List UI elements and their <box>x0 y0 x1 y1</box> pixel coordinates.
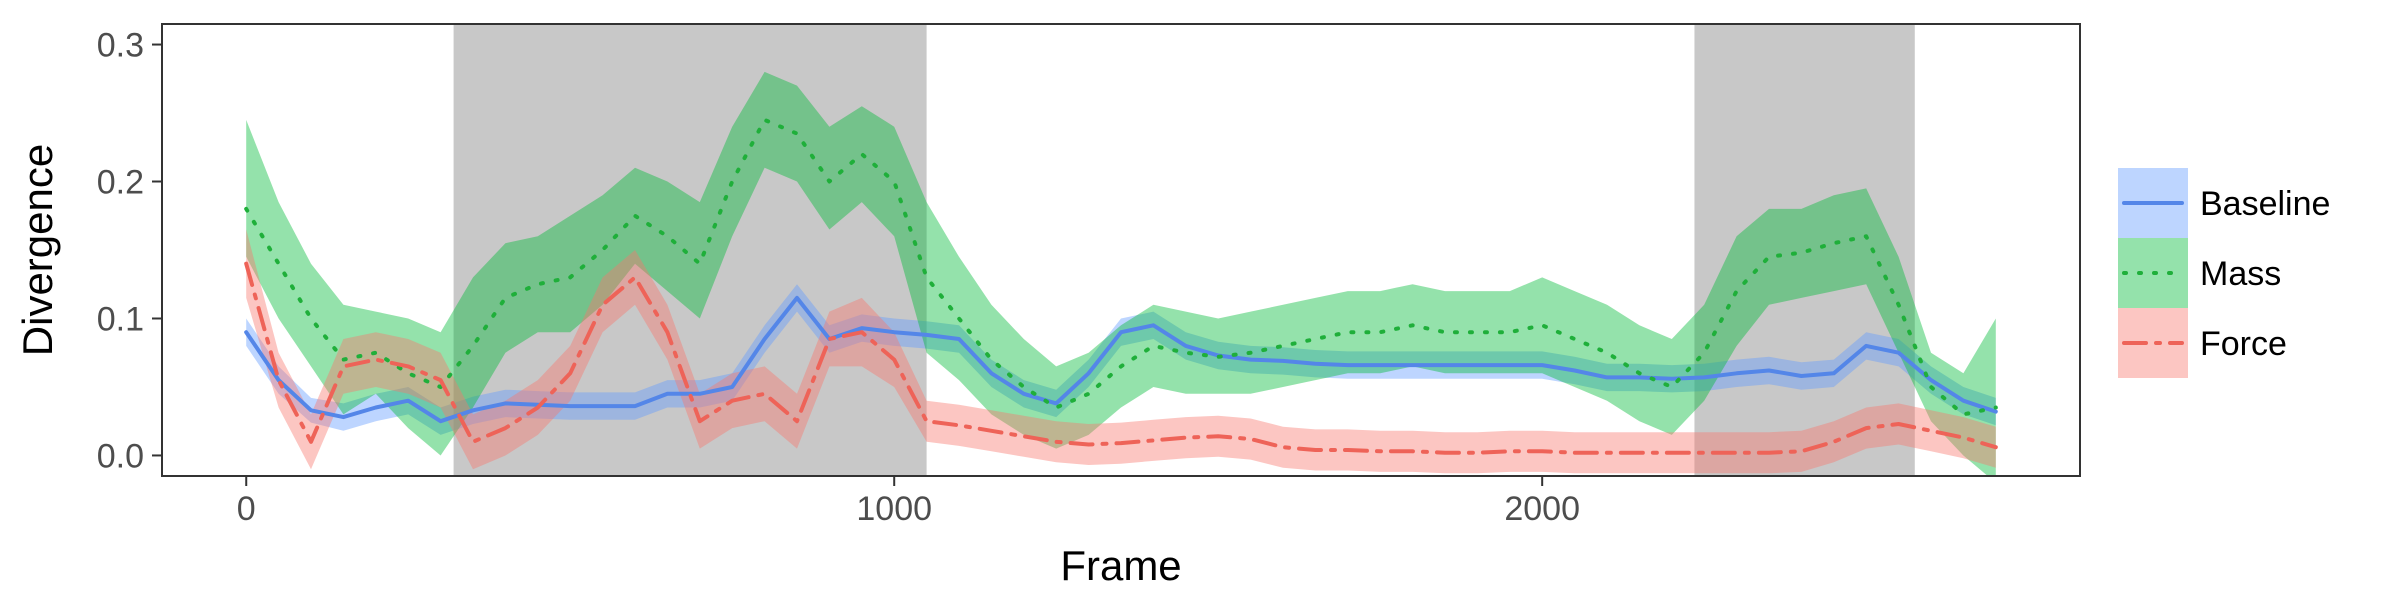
mass-confidence-band <box>246 71 1996 476</box>
force-confidence-band <box>246 229 1996 474</box>
legend-item-mass: Mass <box>2118 238 2281 308</box>
x-tick-label: 0 <box>237 490 256 528</box>
shaded-regions <box>453 24 1915 476</box>
x-axis: 0 1000 2000 <box>237 476 1580 528</box>
y-tick-label: 0.0 <box>97 437 144 475</box>
y-axis: 0.0 0.1 0.2 0.3 <box>97 27 162 475</box>
baseline-confidence-band <box>246 284 1996 435</box>
legend-item-baseline: Baseline <box>2118 168 2330 238</box>
legend: Baseline Mass Force <box>2118 168 2330 378</box>
series-lines <box>244 117 1998 455</box>
y-axis-title: Divergence <box>14 144 61 356</box>
legend-label-force: Force <box>2200 325 2287 363</box>
y-tick-label: 0.1 <box>97 300 144 338</box>
legend-label-mass: Mass <box>2200 255 2281 293</box>
confidence-bands <box>246 71 1996 476</box>
x-tick-label: 2000 <box>1504 490 1580 528</box>
y-tick-label: 0.3 <box>97 27 144 65</box>
shaded-region-1 <box>453 24 927 476</box>
x-tick-label: 1000 <box>856 490 932 528</box>
shaded-region-2 <box>1694 24 1915 476</box>
legend-label-baseline: Baseline <box>2200 185 2330 223</box>
plot-panel-border <box>161 23 2081 477</box>
legend-item-force: Force <box>2118 308 2287 378</box>
mass-line <box>244 117 1998 417</box>
y-tick-label: 0.2 <box>97 164 144 202</box>
force-line <box>244 261 1998 455</box>
x-axis-title: Frame <box>1060 542 1181 589</box>
